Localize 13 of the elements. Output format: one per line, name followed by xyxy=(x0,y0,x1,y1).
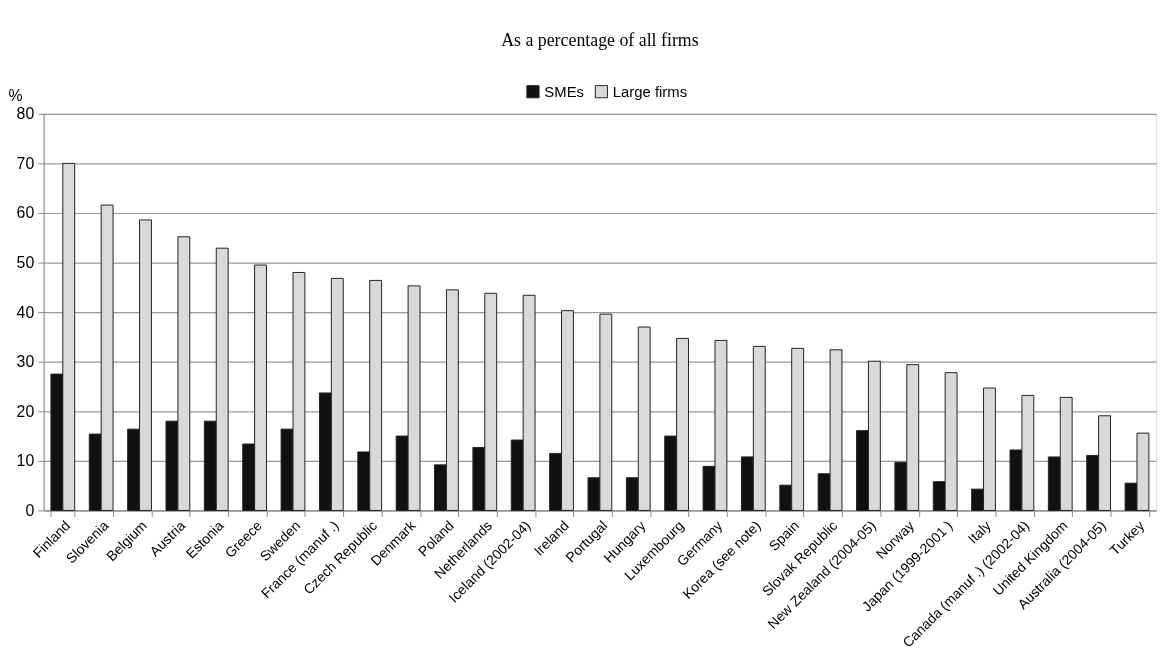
y-tick-label: 50 xyxy=(16,254,35,272)
y-tick-label: 10 xyxy=(16,452,35,470)
chart-title: As a percentage of all firms xyxy=(501,30,699,51)
y-tick-label: 80 xyxy=(16,105,35,123)
legend-label: Large firms xyxy=(612,83,688,100)
y-axis-title: % xyxy=(8,87,23,105)
y-tick-label: 30 xyxy=(16,353,35,371)
y-tick-label: 20 xyxy=(16,402,35,420)
y-tick-label: 70 xyxy=(16,154,35,172)
y-tick-label: 40 xyxy=(16,303,35,321)
legend-label: SMEs xyxy=(544,83,585,100)
y-tick-label: 60 xyxy=(16,204,35,222)
y-tick-label: 0 xyxy=(25,501,35,519)
